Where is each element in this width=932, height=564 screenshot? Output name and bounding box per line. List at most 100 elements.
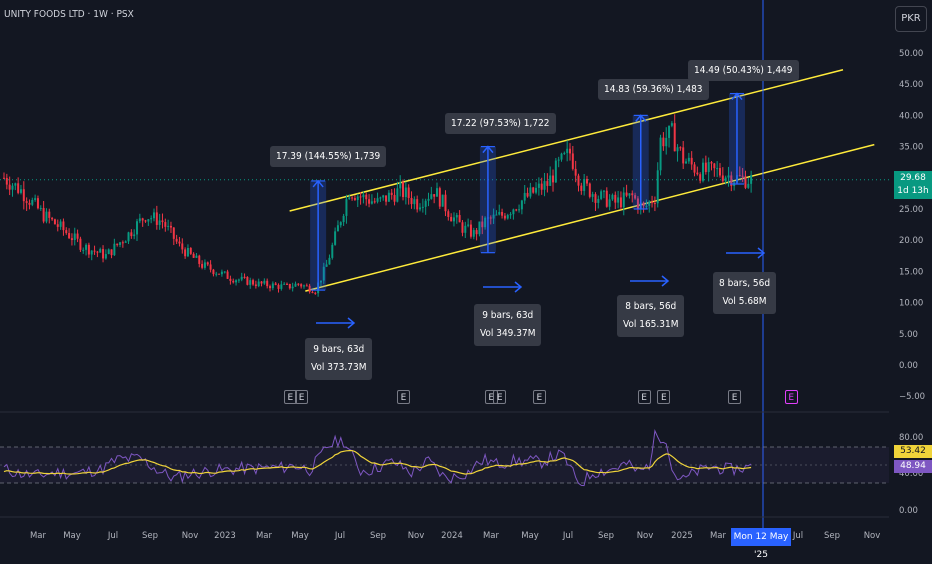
candle-body [302,285,305,287]
earnings-marker[interactable]: E [532,390,546,404]
measure-1-info[interactable]: 9 bars, 63d Vol 373.73M [305,338,373,380]
candle-body [433,194,436,197]
measure-4-vol: Vol 5.68M [722,296,767,307]
time-tick-label: May [521,531,539,541]
earnings-marker[interactable]: E [784,390,798,404]
candle-body [438,188,441,207]
measure-3-change[interactable]: 14.83 (59.36%) 1,483 [598,79,709,100]
candle-body [291,286,294,289]
price-tick-label: 15.00 [899,267,923,277]
candle-body [28,202,31,205]
candle-body [404,187,407,198]
candle-body [305,285,308,287]
candle-body [614,194,617,203]
time-tick-label: May [63,531,81,541]
candle-body [169,225,172,228]
candle-body [201,263,204,268]
currency-button[interactable]: PKR [895,6,927,32]
candle-body [328,257,331,265]
candle-body [506,215,509,219]
candle-body [102,249,105,259]
candle-body [563,152,566,154]
earnings-marker[interactable]: E [295,390,309,404]
candle-body [130,232,133,237]
candle-body [116,243,119,245]
candle-body [662,137,665,147]
earnings-marker[interactable]: E [493,390,507,404]
channel-upper-line [289,68,844,212]
candle-body [314,292,317,294]
rsi-tick-label: 80.00 [899,433,923,443]
time-tick-label: Nov [408,531,425,541]
price-chart[interactable]: 50.0045.0040.0035.0030.0025.0020.0015.00… [0,0,932,550]
candle-body [147,219,150,222]
candle-body [730,175,733,187]
price-tick-label: 20.00 [899,236,923,246]
candle-body [464,225,467,233]
candle-body [141,218,144,221]
measure-2-change[interactable]: 17.22 (97.53%) 1,722 [445,113,556,134]
price-tick-label: 40.00 [899,111,923,121]
candle-body [554,160,557,183]
candle-body [668,125,671,138]
candle-body [325,264,328,267]
measure-4-info[interactable]: 8 bars, 56d Vol 5.68M [713,272,777,314]
candle-body [370,201,373,204]
candle-body [79,238,82,250]
candle-body [192,253,195,258]
candle-body [427,198,430,201]
candle-body [653,203,656,205]
earnings-marker[interactable]: E [637,390,651,404]
earnings-marker[interactable]: E [657,390,671,404]
candle-body [552,175,555,183]
candle-body [605,190,608,207]
candle-body [237,279,240,281]
candle-body [96,251,99,253]
measure-1-bars: 9 bars, 63d [313,344,365,355]
bar-countdown: 1d 13h [897,186,929,196]
candle-body [36,198,39,209]
earnings-marker[interactable]: E [484,390,498,404]
candle-body [5,177,8,185]
candle-body [14,183,17,186]
candle-body [670,123,673,126]
candle-body [619,197,622,208]
candle-body [727,175,730,178]
measure-2-vol: Vol 349.37M [480,328,536,339]
candle-body [569,148,571,154]
candle-body [175,238,178,242]
time-tick-label: Sep [142,531,158,541]
measure-1-change[interactable]: 17.39 (144.55%) 1,739 [270,146,387,167]
candle-body [3,177,5,179]
candle-body [495,214,498,216]
candle-body [611,194,614,200]
earnings-marker[interactable]: E [728,390,742,404]
candle-body [424,200,427,207]
candle-body [540,183,543,190]
candle-body [747,183,750,188]
measure-2-info[interactable]: 9 bars, 63d Vol 349.37M [474,304,542,346]
earnings-marker[interactable]: E [283,390,297,404]
crosshair-date-tag: Mon 12 May '25 [731,528,791,560]
price-tick-label: 0.00 [899,361,918,371]
candle-body [503,215,506,219]
rsi-ma-line [3,450,752,475]
candle-body [645,205,648,207]
candle-body [215,273,218,275]
candle-body [345,199,348,216]
last-price-tag: 29.68 1d 13h [894,171,932,199]
earnings-marker[interactable]: E [397,390,411,404]
candle-body [435,188,438,197]
time-tick-label: Sep [824,531,840,541]
candle-body [467,224,470,226]
measure-4-change[interactable]: 14.49 (50.43%) 1,449 [688,60,799,81]
candle-body [280,284,283,289]
candle-body [152,212,155,219]
measure-3-info[interactable]: 8 bars, 56d Vol 165.31M [617,295,685,337]
time-tick-label: Nov [864,531,881,541]
measure-tools [310,0,766,528]
candle-body [741,175,744,177]
channel-lower-line [305,143,875,292]
candle-body [543,181,546,190]
rsi-tick-label: 0.00 [899,506,918,516]
